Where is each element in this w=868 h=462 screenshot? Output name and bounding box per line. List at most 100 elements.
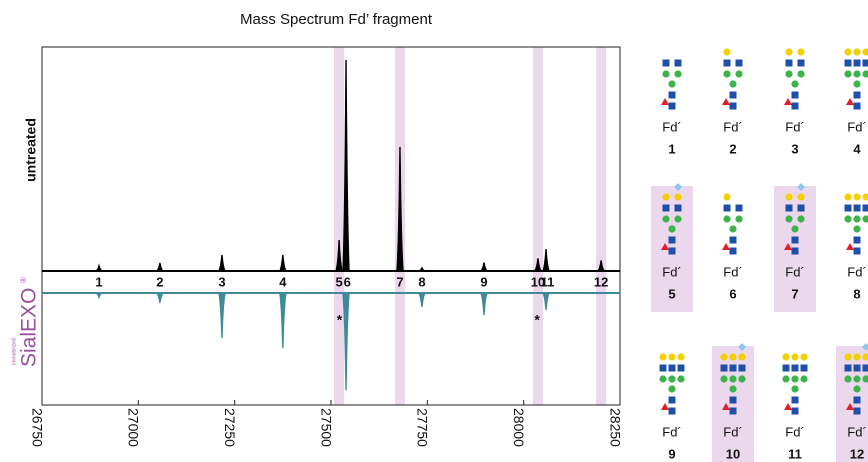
glycan-glcnac: [668, 102, 676, 110]
legend-number: 11: [788, 446, 802, 461]
glycan-sugar: [797, 215, 805, 223]
legend-number: 10: [726, 446, 740, 461]
lower-label-mark: ®: [19, 277, 28, 283]
peak: [418, 266, 426, 272]
glycan-sugar: [735, 215, 743, 223]
legend-item: Fd´ 3: [784, 48, 805, 156]
glycan-sugar: [668, 353, 676, 361]
glycan-sugar: [729, 353, 737, 361]
legend-name: Fd´: [723, 119, 743, 134]
glycan-sugar: [723, 48, 731, 56]
legend-name: Fd´: [847, 264, 867, 279]
glycan-sugar: [862, 353, 868, 361]
glycan-sugar: [791, 385, 799, 393]
glycan-sugar: [720, 353, 728, 361]
glycan-fucose: [722, 243, 730, 250]
glycan-glcnac: [668, 407, 676, 415]
glycan-sugar: [738, 375, 746, 383]
glycan-sugar: [785, 70, 793, 78]
annotation: *: [337, 312, 343, 328]
glycan-glcnac: [674, 59, 682, 67]
highlight-band: [596, 47, 607, 405]
glycan-sugar: [862, 215, 868, 223]
glycan-glcnac: [674, 204, 682, 212]
upper-label: untreated: [23, 118, 39, 182]
glycan-sialic: [674, 183, 682, 191]
glycan-sugar: [791, 353, 799, 361]
peak-label: 2: [156, 274, 163, 289]
glycan-glcnac: [791, 91, 799, 99]
glycan-sugar: [844, 375, 852, 383]
glycan-sugar: [674, 215, 682, 223]
peak-label: 9: [480, 274, 487, 289]
legend-item: Fd´ 12: [836, 343, 868, 462]
glycan-sialic: [738, 343, 746, 351]
legend-name: Fd´: [847, 424, 867, 439]
peak: [278, 254, 287, 272]
glycan-glcnac: [844, 59, 852, 67]
legend-name: Fd´: [785, 424, 805, 439]
glycan-fucose: [661, 403, 669, 410]
legend-number: 1: [668, 141, 675, 156]
glycan-glcnac: [729, 407, 737, 415]
legend-item: Fd´ 10: [712, 343, 754, 462]
peak-label: 5: [335, 274, 342, 289]
legend-item: Fd´ 2: [722, 48, 743, 156]
x-tick-label: 26750: [29, 408, 45, 447]
glycan-glcnac: [729, 247, 737, 255]
glycan-glcnac: [738, 364, 746, 372]
legend-number: 7: [791, 286, 798, 301]
legend-item: Fd´ 4: [844, 48, 868, 156]
peak-label: 4: [279, 274, 287, 289]
glycan-fucose: [846, 98, 854, 105]
glycan-sugar: [853, 385, 861, 393]
glycan-sugar: [662, 193, 670, 201]
glycan-fucose: [784, 243, 792, 250]
glycan-fucose: [846, 403, 854, 410]
glycan-sugar: [853, 225, 861, 233]
glycan-glcnac: [853, 236, 861, 244]
glycan-sugar: [782, 375, 790, 383]
glycan-sugar: [677, 375, 685, 383]
peak: [335, 239, 343, 272]
glycan-glcnac: [791, 364, 799, 372]
legend-item: Fd´ 11: [782, 353, 808, 461]
annotation: *: [534, 312, 540, 328]
glycan-glcnac: [720, 364, 728, 372]
legend-highlight: [836, 346, 868, 462]
legend-name: Fd´: [662, 264, 682, 279]
legend-number: 4: [853, 141, 861, 156]
glycan-glcnac: [662, 204, 670, 212]
glycan-sugar: [659, 375, 667, 383]
glycan-sugar: [668, 375, 676, 383]
x-tick-label: 28250: [607, 408, 623, 447]
peak: [417, 292, 427, 307]
legend-number: 9: [668, 446, 675, 461]
glycan-sugar: [844, 48, 852, 56]
glycan-sugar: [800, 353, 808, 361]
legend-item: Fd´ 8: [844, 193, 868, 301]
glycan-sugar: [729, 225, 737, 233]
glycan-glcnac: [853, 407, 861, 415]
peak-label: 6: [344, 274, 351, 289]
peak: [396, 146, 404, 272]
glycan-sugar: [862, 70, 868, 78]
legend-item: Fd´ 9: [659, 353, 685, 461]
glycan-glcnac: [662, 59, 670, 67]
glycan-glcnac: [729, 91, 737, 99]
glycan-glcnac: [668, 91, 676, 99]
glycan-sugar: [720, 375, 728, 383]
peak: [93, 263, 105, 272]
glycan-sugar: [668, 80, 676, 88]
x-tick-label: 27500: [318, 408, 334, 447]
peak: [218, 292, 226, 338]
glycan-sugar: [797, 193, 805, 201]
glycan-sugar: [723, 70, 731, 78]
glycan-glcnac: [735, 204, 743, 212]
peak-label: 12: [594, 274, 608, 289]
glycan-glcnac: [723, 204, 731, 212]
glycan-fucose: [722, 98, 730, 105]
glycan-sugar: [844, 353, 852, 361]
legend-name: Fd´: [847, 119, 867, 134]
